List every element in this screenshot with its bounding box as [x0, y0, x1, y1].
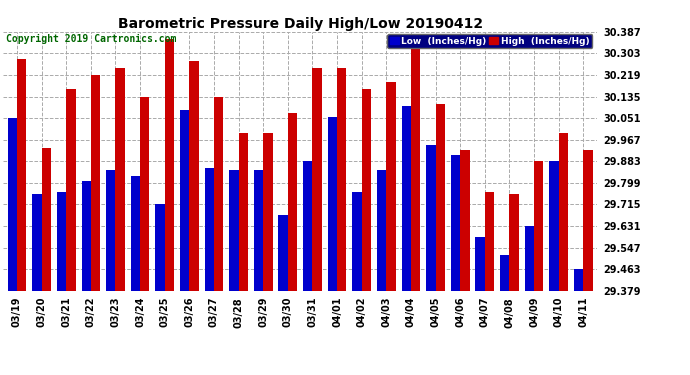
- Bar: [549, 161, 559, 291]
- Bar: [41, 148, 51, 291]
- Bar: [91, 75, 100, 291]
- Bar: [509, 194, 519, 291]
- Bar: [303, 161, 313, 291]
- Bar: [574, 269, 583, 291]
- Bar: [155, 204, 165, 291]
- Bar: [66, 89, 76, 291]
- Bar: [485, 192, 494, 291]
- Bar: [451, 154, 460, 291]
- Bar: [328, 117, 337, 291]
- Bar: [81, 181, 91, 291]
- Bar: [214, 97, 224, 291]
- Bar: [115, 68, 125, 291]
- Bar: [165, 39, 174, 291]
- Bar: [106, 171, 115, 291]
- Bar: [189, 61, 199, 291]
- Bar: [337, 68, 346, 291]
- Bar: [229, 171, 239, 291]
- Bar: [254, 171, 263, 291]
- Legend: Low  (Inches/Hg), High  (Inches/Hg): Low (Inches/Hg), High (Inches/Hg): [387, 34, 592, 48]
- Bar: [500, 255, 509, 291]
- Bar: [524, 226, 534, 291]
- Bar: [534, 161, 544, 291]
- Bar: [17, 59, 26, 291]
- Title: Barometric Pressure Daily High/Low 20190412: Barometric Pressure Daily High/Low 20190…: [117, 17, 483, 31]
- Bar: [180, 110, 189, 291]
- Bar: [411, 46, 420, 291]
- Bar: [205, 168, 214, 291]
- Bar: [140, 97, 150, 291]
- Bar: [288, 113, 297, 291]
- Bar: [353, 192, 362, 291]
- Bar: [460, 150, 470, 291]
- Bar: [377, 171, 386, 291]
- Bar: [130, 176, 140, 291]
- Bar: [263, 133, 273, 291]
- Bar: [435, 104, 445, 291]
- Text: Copyright 2019 Cartronics.com: Copyright 2019 Cartronics.com: [6, 34, 177, 45]
- Bar: [426, 145, 435, 291]
- Bar: [362, 89, 371, 291]
- Bar: [402, 106, 411, 291]
- Bar: [313, 68, 322, 291]
- Bar: [279, 215, 288, 291]
- Bar: [386, 82, 395, 291]
- Bar: [559, 133, 568, 291]
- Bar: [57, 192, 66, 291]
- Bar: [8, 118, 17, 291]
- Bar: [475, 237, 485, 291]
- Bar: [32, 194, 41, 291]
- Bar: [239, 133, 248, 291]
- Bar: [583, 150, 593, 291]
